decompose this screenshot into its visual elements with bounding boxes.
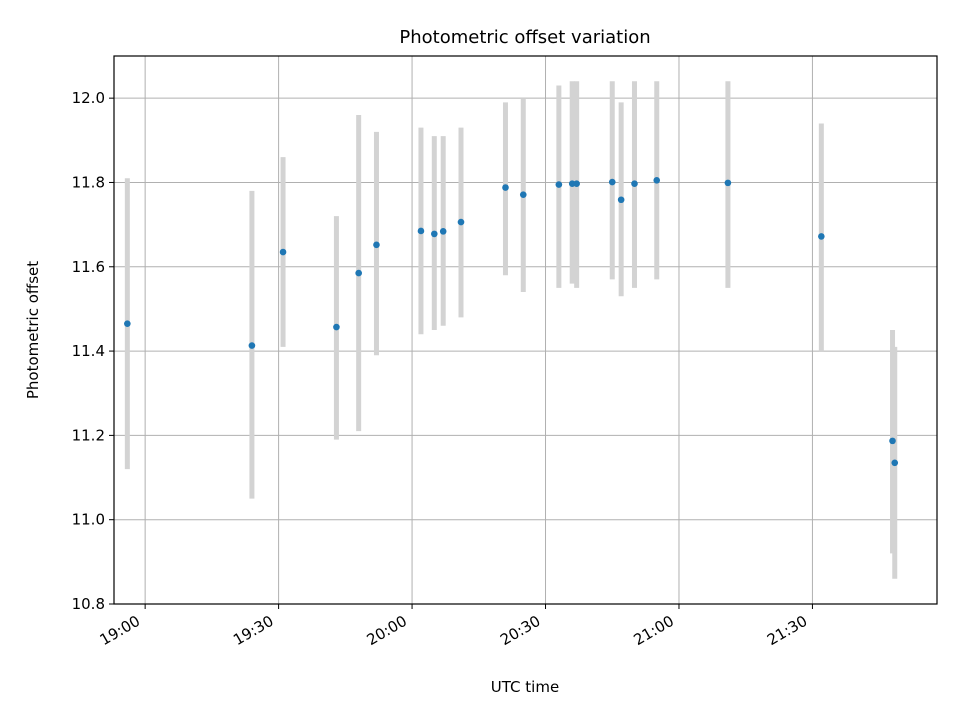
data-point <box>519 191 527 198</box>
data-point <box>818 233 825 240</box>
y-tick-label: 10.8 <box>72 595 105 613</box>
y-tick-label: 11.0 <box>72 511 105 529</box>
data-point <box>891 459 899 467</box>
data-point <box>333 323 340 331</box>
data-points <box>124 177 899 467</box>
data-point <box>502 184 509 191</box>
data-point <box>417 227 425 235</box>
plot-frame <box>113 55 938 605</box>
x-axis-label: UTC time <box>491 678 559 696</box>
data-point <box>248 342 256 349</box>
data-point <box>124 320 131 327</box>
chart-title: Photometric offset variation <box>399 27 650 48</box>
y-tick-label: 12.0 <box>72 89 105 107</box>
y-tick-label: 11.6 <box>72 258 105 276</box>
data-point <box>617 196 625 204</box>
data-point <box>457 218 465 226</box>
data-point <box>373 241 380 249</box>
data-point <box>608 178 616 186</box>
data-point <box>431 230 438 238</box>
data-point <box>653 177 661 184</box>
y-axis-label: Photometric offset <box>24 261 42 399</box>
data-point <box>555 181 563 188</box>
data-point <box>724 179 732 187</box>
data-point <box>631 180 638 188</box>
y-tick-label: 11.4 <box>72 342 105 360</box>
data-point <box>889 437 896 445</box>
data-point <box>355 269 362 277</box>
data-point <box>439 228 447 235</box>
data-point <box>279 248 287 256</box>
y-tick-label: 11.2 <box>72 426 105 444</box>
y-axis: 10.8 11.0 11.2 11.4 11.6 11.8 12.0 <box>72 89 114 613</box>
data-point <box>573 180 580 188</box>
y-tick-label: 11.8 <box>72 173 105 191</box>
